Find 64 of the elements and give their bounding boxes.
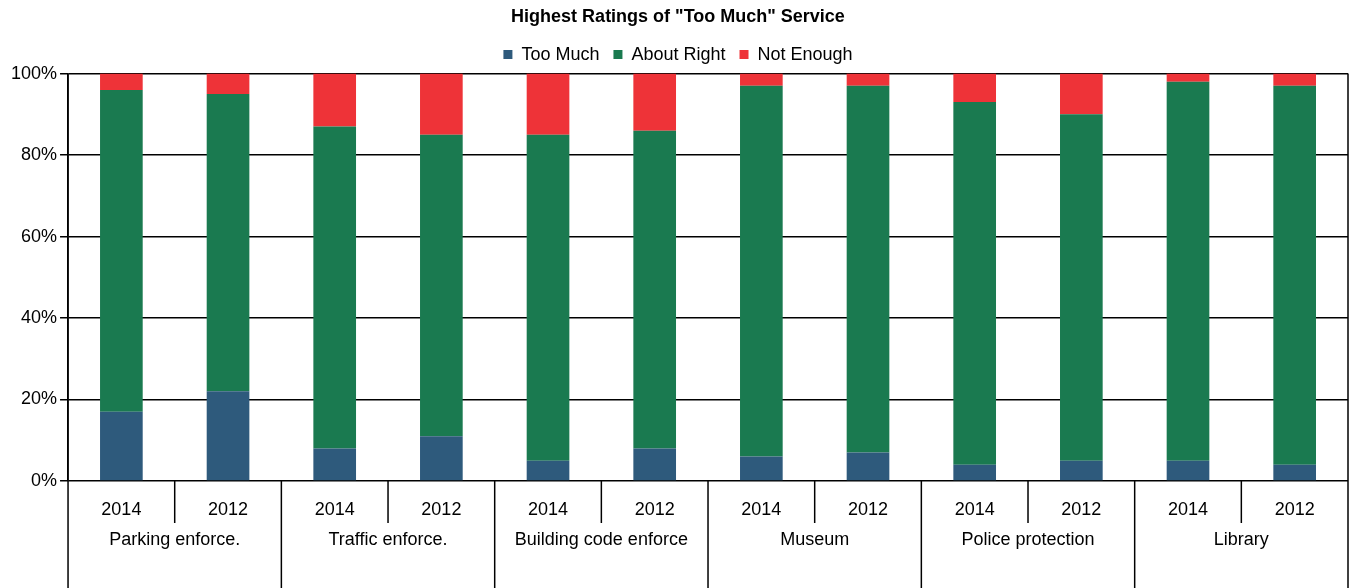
bar: [206, 391, 250, 481]
bar: [100, 411, 143, 481]
bar: [1060, 73, 1103, 115]
bar: [953, 102, 997, 465]
x-tick-label: 2012: [1061, 498, 1102, 519]
legend-label: Too Much: [521, 43, 600, 64]
bar: [846, 452, 890, 481]
text: Museum: [780, 528, 850, 549]
bar: [633, 448, 677, 481]
bar: [313, 448, 357, 481]
bar: [100, 89, 143, 412]
bar: [420, 134, 463, 437]
x-tick-label: 2014: [1167, 498, 1209, 519]
text: Library: [1213, 528, 1269, 549]
bar: [846, 73, 890, 86]
bar: [633, 130, 677, 449]
x-tick-label: 2012: [1274, 498, 1315, 519]
x-tick-label: 2012: [208, 498, 249, 519]
bar: [633, 73, 677, 131]
bar: [1273, 464, 1316, 481]
y-tick-label: 40%: [21, 307, 58, 328]
y-tick-label: 80%: [21, 144, 58, 165]
bar: [740, 73, 783, 86]
x-tick-label: 2014: [741, 498, 782, 519]
legend-label: Not Enough: [757, 43, 853, 64]
bar: [953, 464, 997, 481]
bar: [740, 456, 783, 481]
bar: [1166, 460, 1210, 481]
bar: [526, 134, 570, 461]
x-tick-label: 2012: [421, 498, 462, 519]
bar: [1273, 85, 1316, 465]
y-tick-label: 60%: [21, 225, 58, 246]
x-tick-label: 2014: [101, 498, 142, 519]
bar: [526, 460, 570, 481]
y-tick-label: 0%: [31, 469, 58, 490]
bar: [100, 73, 143, 90]
bar: [526, 73, 570, 135]
bar: [846, 85, 890, 453]
x-tick-label: 2014: [528, 498, 569, 519]
x-tick-label: 2014: [954, 498, 995, 519]
text: Police protection: [961, 528, 1095, 549]
bar: [1060, 114, 1103, 461]
bar: [420, 73, 463, 135]
y-tick-label: 20%: [21, 388, 58, 409]
bar: [1060, 460, 1103, 481]
bar: [740, 85, 783, 457]
bar: [313, 73, 357, 127]
y-tick-label: 100%: [10, 62, 58, 83]
bar: [1166, 81, 1210, 461]
text: Building code enforce: [514, 528, 688, 549]
bar: [313, 126, 357, 449]
bar: [953, 73, 997, 103]
text: Traffic enforce.: [328, 528, 448, 549]
bar: [420, 436, 463, 481]
bar: [206, 73, 250, 94]
bar: [206, 93, 250, 392]
legend-label: About Right: [631, 43, 726, 64]
bar: [1273, 73, 1316, 86]
x-tick-label: 2012: [847, 498, 889, 519]
bar: [1166, 73, 1210, 82]
x-tick-label: 2014: [314, 498, 355, 519]
chart-title: Highest Ratings of "Too Much" Service: [511, 5, 845, 26]
x-tick-label: 2012: [634, 498, 675, 519]
text: Parking enforce.: [109, 528, 241, 549]
